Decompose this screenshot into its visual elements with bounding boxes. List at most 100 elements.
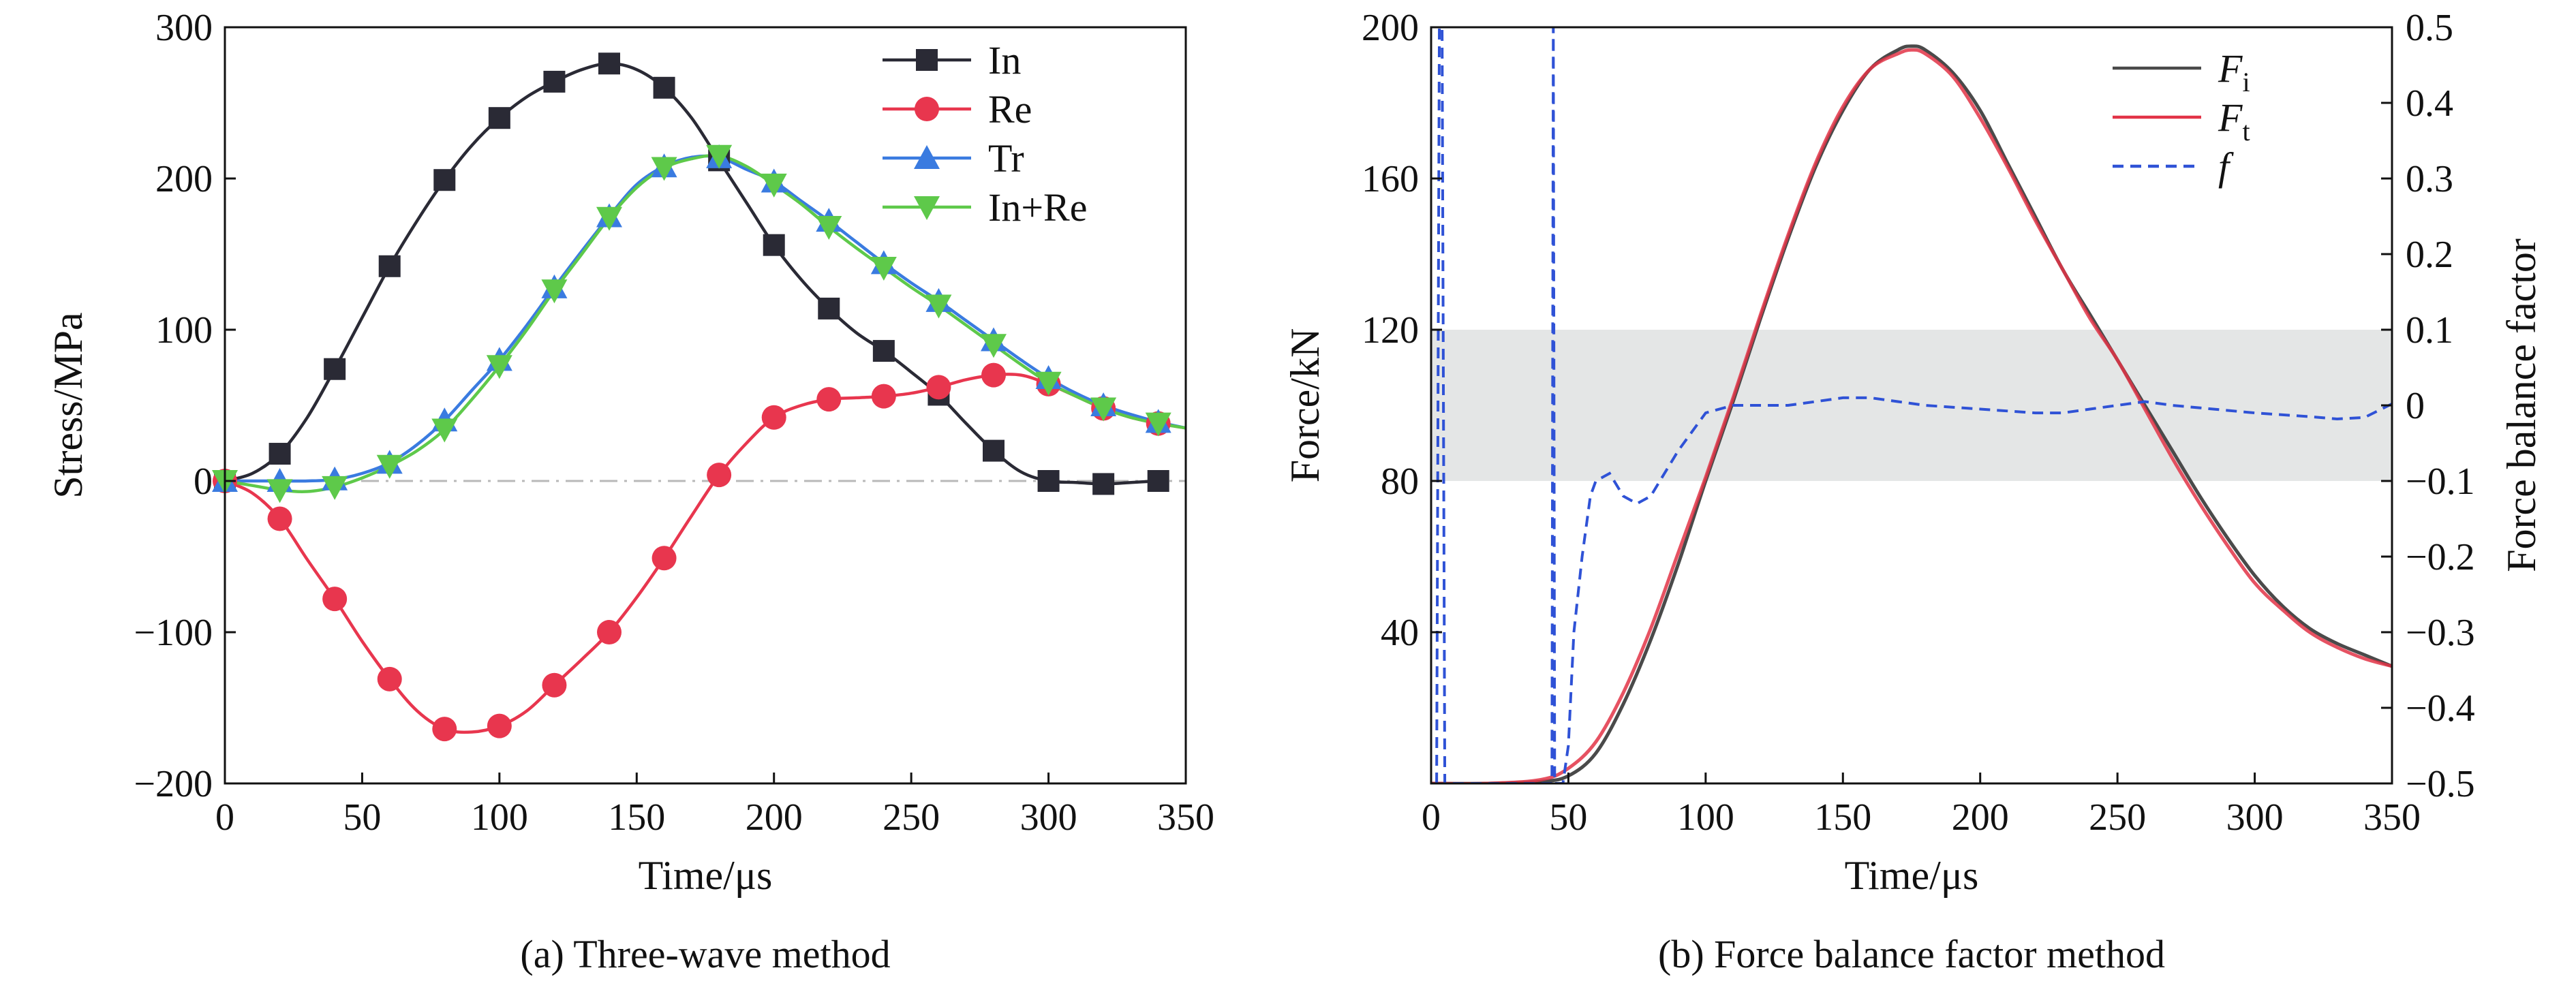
data-point-re [487, 713, 512, 738]
x-axis-ticks: 0 50 100 150 200 250 300 350 [1422, 773, 2421, 839]
legend-label-subscript: i [2242, 67, 2250, 97]
y-tick-label: 200 [155, 158, 213, 200]
x-tick-label: 0 [215, 796, 234, 839]
x-axis-label: Time/μs [639, 853, 773, 898]
data-point-in-re [651, 157, 677, 181]
data-point-re [761, 405, 786, 430]
data-point-re [871, 384, 896, 409]
data-point-re [542, 672, 567, 698]
data-point-in-re [1145, 412, 1171, 437]
data-point-in-re [376, 454, 403, 479]
data-point-in-re [981, 334, 1007, 358]
y2-tick-label: −0.5 [2406, 763, 2475, 805]
data-point-in-re [870, 256, 897, 281]
legend-marker-tr [914, 145, 940, 169]
data-point-in-re [541, 279, 568, 304]
data-point-in [983, 439, 1005, 462]
data-point-in-re [266, 479, 293, 503]
y-tick-label: 120 [1362, 309, 1419, 352]
data-point-in-re [1090, 397, 1117, 422]
x-tick-label: 150 [1814, 796, 1871, 839]
data-point-in-re [431, 418, 458, 443]
data-point-in [378, 255, 401, 277]
x-tick-label: 300 [2226, 796, 2284, 839]
y2-tick-label: −0.2 [2406, 536, 2475, 578]
y2-tick-label: −0.3 [2406, 612, 2475, 654]
legend-label-in: In [988, 38, 1021, 82]
x-tick-label: 50 [1549, 796, 1587, 839]
legend-label-symbol: F [2218, 95, 2243, 140]
data-point-in-re [1035, 371, 1062, 396]
data-point-in-re [761, 173, 787, 198]
x-tick-label: 0 [1422, 796, 1441, 839]
y2-tick-label: 0.5 [2406, 7, 2453, 49]
y2-tick-label: 0.3 [2406, 158, 2453, 200]
y-tick-label: 80 [1381, 461, 1419, 503]
legend-label-f: f [2218, 144, 2234, 189]
y2-tick-label: −0.1 [2406, 461, 2475, 503]
series-line-f [1435, 27, 2392, 783]
legend-label-symbol: F [2218, 46, 2243, 91]
y2-tick-label: 0.2 [2406, 234, 2453, 276]
x-tick-label: 350 [2363, 796, 2421, 839]
y2-tick-label: 0 [2406, 385, 2425, 427]
shaded-band [1431, 330, 2392, 481]
chart-force-balance: 0 50 100 150 200 250 300 350 40 80 120 160 200 −0.5… [1283, 7, 2544, 976]
x-tick-label: 200 [746, 796, 803, 839]
x-tick-label: 150 [608, 796, 665, 839]
legend-label-f-t: Ft [2218, 95, 2250, 146]
data-point-re [651, 546, 677, 571]
legend-label-subscript: t [2242, 116, 2250, 146]
data-point-in [598, 52, 620, 75]
data-point-in [1037, 470, 1060, 492]
data-point-re [597, 620, 622, 644]
y-tick-label: 200 [1362, 7, 1419, 49]
y-tick-label: 300 [155, 7, 213, 49]
data-point-in-re [816, 216, 842, 240]
data-point-in [872, 340, 895, 362]
data-point-in-re [486, 355, 512, 379]
series-line-re [225, 373, 1186, 734]
x-axis-ticks: 0 50 100 150 200 250 300 350 [215, 773, 1214, 839]
y2-tick-label: 0.4 [2406, 82, 2453, 125]
y-axis-ticks: −200 −100 0 100 200 300 [134, 7, 236, 805]
data-point-re [267, 506, 292, 531]
chart-three-wave: 0 50 100 150 200 250 300 350 −200 −100 0 100 200 300… [46, 7, 1214, 976]
legend-marker-re [915, 97, 939, 121]
legend-label-tr: Tr [988, 136, 1024, 181]
data-point-re [816, 387, 842, 412]
x-tick-label: 250 [883, 796, 940, 839]
y-tick-label: 160 [1362, 158, 1419, 200]
y-tick-label: −200 [134, 763, 213, 805]
caption: (b) Force balance factor method [1658, 932, 2165, 976]
data-point-re [707, 463, 732, 488]
data-point-re [377, 666, 402, 691]
x-axis-label: Time/μs [1845, 853, 1979, 898]
legend-label-in-re: In+Re [988, 185, 1087, 230]
y-axis-label: Stress/MPa [46, 312, 91, 498]
legend-label-symbol: f [2218, 144, 2234, 189]
y-tick-label: −100 [134, 612, 213, 654]
plot-frame [224, 26, 1187, 785]
data-point-in-re [706, 144, 733, 169]
legend-marker-in-re [914, 196, 940, 220]
x-tick-label: 100 [1677, 796, 1734, 839]
data-point-in [1147, 470, 1169, 492]
data-point-in-re [596, 206, 622, 231]
y2-axis-label: Force balance factor [2499, 238, 2544, 572]
series-line-f-i [1431, 44, 2392, 783]
data-point-in [324, 358, 346, 380]
x-tick-label: 350 [1157, 796, 1214, 839]
y2-tick-label: −0.4 [2406, 687, 2475, 730]
data-point-re [926, 375, 951, 400]
data-point-in [653, 76, 675, 99]
legend-label-re: Re [988, 87, 1032, 131]
data-point-in [543, 70, 566, 93]
series-line-f-t [1431, 48, 2392, 783]
y-tick-label: 40 [1381, 612, 1419, 654]
y-tick-label: 100 [155, 309, 213, 352]
data-point-re [981, 362, 1006, 388]
y-axis-ticks: 40 80 120 160 200 [1362, 7, 1442, 654]
y2-tick-label: 0.1 [2406, 309, 2453, 352]
